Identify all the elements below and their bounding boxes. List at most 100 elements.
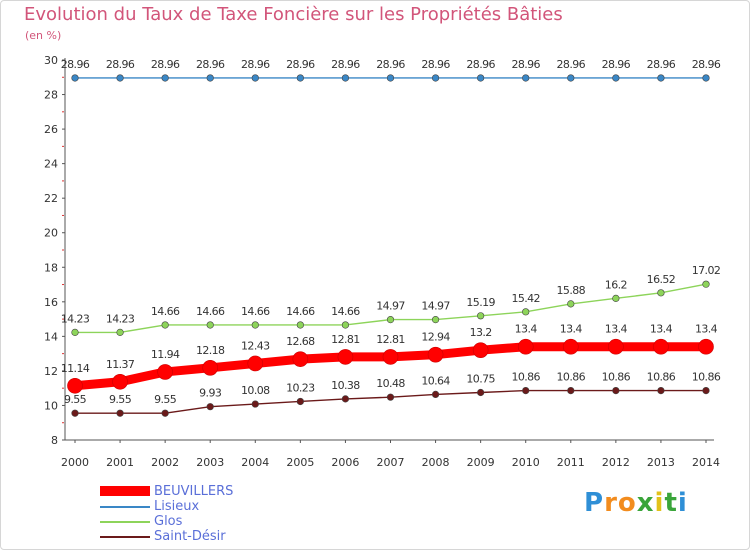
data-point-glos	[71, 328, 79, 336]
data-label-saint-desir: 10.23	[286, 381, 315, 394]
data-label-glos: 14.66	[241, 305, 270, 318]
data-point-glos	[296, 321, 304, 329]
legend-label: BEUVILLERS	[154, 484, 234, 499]
legend-swatch-saint-desir	[100, 536, 150, 538]
y-tick-label: 28	[44, 89, 58, 102]
data-point-glos	[161, 321, 169, 329]
y-tick-label: 20	[44, 227, 58, 240]
y-tick-label: 10	[44, 399, 58, 412]
data-label-glos: 14.66	[331, 305, 360, 318]
data-point-glos	[702, 280, 710, 288]
data-label-beuvillers: 12.43	[241, 339, 270, 352]
data-point-saint-desir	[206, 403, 214, 411]
data-point-glos	[251, 321, 259, 329]
data-label-saint-desir: 9.55	[154, 393, 177, 406]
data-label-lisieux: 28.96	[286, 58, 315, 71]
data-point-beuvillers	[67, 377, 83, 394]
data-label-lisieux: 28.96	[466, 58, 495, 71]
data-point-glos	[522, 308, 530, 316]
data-point-saint-desir	[702, 387, 710, 395]
data-label-glos: 14.66	[151, 305, 180, 318]
logo-letter: o	[617, 488, 637, 518]
data-label-beuvillers: 13.4	[650, 323, 673, 336]
x-tick-label: 2012	[602, 456, 630, 469]
x-tick-label: 2000	[61, 456, 89, 469]
data-label-glos: 16.52	[647, 273, 676, 286]
logo-letter: t	[664, 488, 678, 518]
data-label-lisieux: 28.96	[511, 58, 540, 71]
legend-label: Lisieux	[154, 499, 200, 514]
data-point-beuvillers	[653, 338, 669, 355]
data-point-lisieux	[341, 74, 350, 82]
logo-letter: r	[604, 488, 618, 518]
data-point-beuvillers	[337, 349, 354, 365]
data-point-lisieux	[612, 74, 620, 82]
data-point-saint-desir	[161, 409, 169, 417]
data-label-glos: 14.66	[196, 305, 225, 318]
data-point-glos	[206, 321, 214, 329]
data-point-beuvillers	[247, 355, 264, 372]
data-label-beuvillers: 12.81	[331, 333, 360, 346]
data-point-saint-desir	[296, 397, 304, 406]
legend-swatch-glos	[100, 521, 150, 523]
data-label-saint-desir: 10.86	[647, 371, 676, 384]
data-label-glos: 14.23	[106, 312, 135, 325]
data-point-glos	[657, 289, 665, 297]
data-point-lisieux	[477, 74, 485, 82]
data-label-beuvillers: 11.94	[151, 348, 180, 361]
data-label-lisieux: 28.96	[196, 58, 225, 71]
data-point-lisieux	[296, 74, 304, 82]
data-label-saint-desir: 9.93	[199, 387, 222, 400]
x-tick-label: 2001	[106, 456, 134, 469]
logo-letter: i	[654, 488, 665, 518]
data-label-lisieux: 28.96	[647, 58, 676, 71]
data-label-lisieux: 28.96	[61, 58, 90, 71]
x-tick-label: 2009	[467, 456, 495, 469]
data-label-saint-desir: 10.86	[557, 371, 586, 384]
data-label-saint-desir: 10.38	[331, 379, 360, 392]
data-point-lisieux	[386, 74, 395, 82]
data-point-saint-desir	[612, 387, 620, 395]
logo-letter: x	[636, 488, 655, 518]
data-point-beuvillers	[472, 342, 489, 358]
data-label-glos: 16.2	[605, 278, 627, 291]
data-point-lisieux	[702, 74, 710, 82]
legend-label: Glos	[154, 514, 183, 529]
data-point-beuvillers	[157, 364, 173, 380]
proxiti-logo: Proxiti	[584, 488, 688, 518]
data-label-beuvillers: 12.68	[286, 335, 315, 348]
data-point-beuvillers	[202, 359, 219, 376]
data-point-saint-desir	[567, 387, 575, 395]
data-point-glos	[386, 316, 395, 324]
data-point-saint-desir	[657, 387, 665, 395]
x-tick-label: 2013	[647, 456, 675, 469]
data-point-lisieux	[206, 74, 214, 82]
data-label-beuvillers: 12.81	[376, 333, 405, 346]
y-tick-label: 26	[44, 123, 58, 136]
data-point-lisieux	[431, 74, 440, 82]
data-label-glos: 14.97	[376, 300, 405, 313]
data-point-glos	[477, 312, 485, 320]
data-point-lisieux	[161, 74, 169, 82]
data-point-lisieux	[116, 74, 124, 82]
legend-label: Saint-Désir	[154, 529, 226, 544]
data-point-glos	[116, 328, 124, 336]
y-tick-label: 16	[44, 296, 58, 309]
data-point-saint-desir	[477, 388, 485, 397]
x-tick-label: 2008	[422, 456, 450, 469]
data-point-lisieux	[657, 74, 665, 82]
data-label-saint-desir: 10.75	[466, 373, 495, 386]
y-tick-label: 24	[44, 158, 58, 171]
x-tick-label: 2010	[512, 456, 540, 469]
logo-letter: i	[677, 488, 688, 518]
data-label-glos: 15.42	[511, 292, 540, 305]
data-point-beuvillers	[608, 338, 624, 355]
data-label-lisieux: 28.96	[376, 58, 405, 71]
data-label-saint-desir: 10.86	[602, 371, 631, 384]
data-point-saint-desir	[431, 390, 440, 399]
data-point-saint-desir	[522, 387, 530, 395]
data-point-lisieux	[71, 74, 79, 82]
data-label-beuvillers: 11.37	[106, 358, 135, 371]
data-label-beuvillers: 12.18	[196, 344, 225, 357]
